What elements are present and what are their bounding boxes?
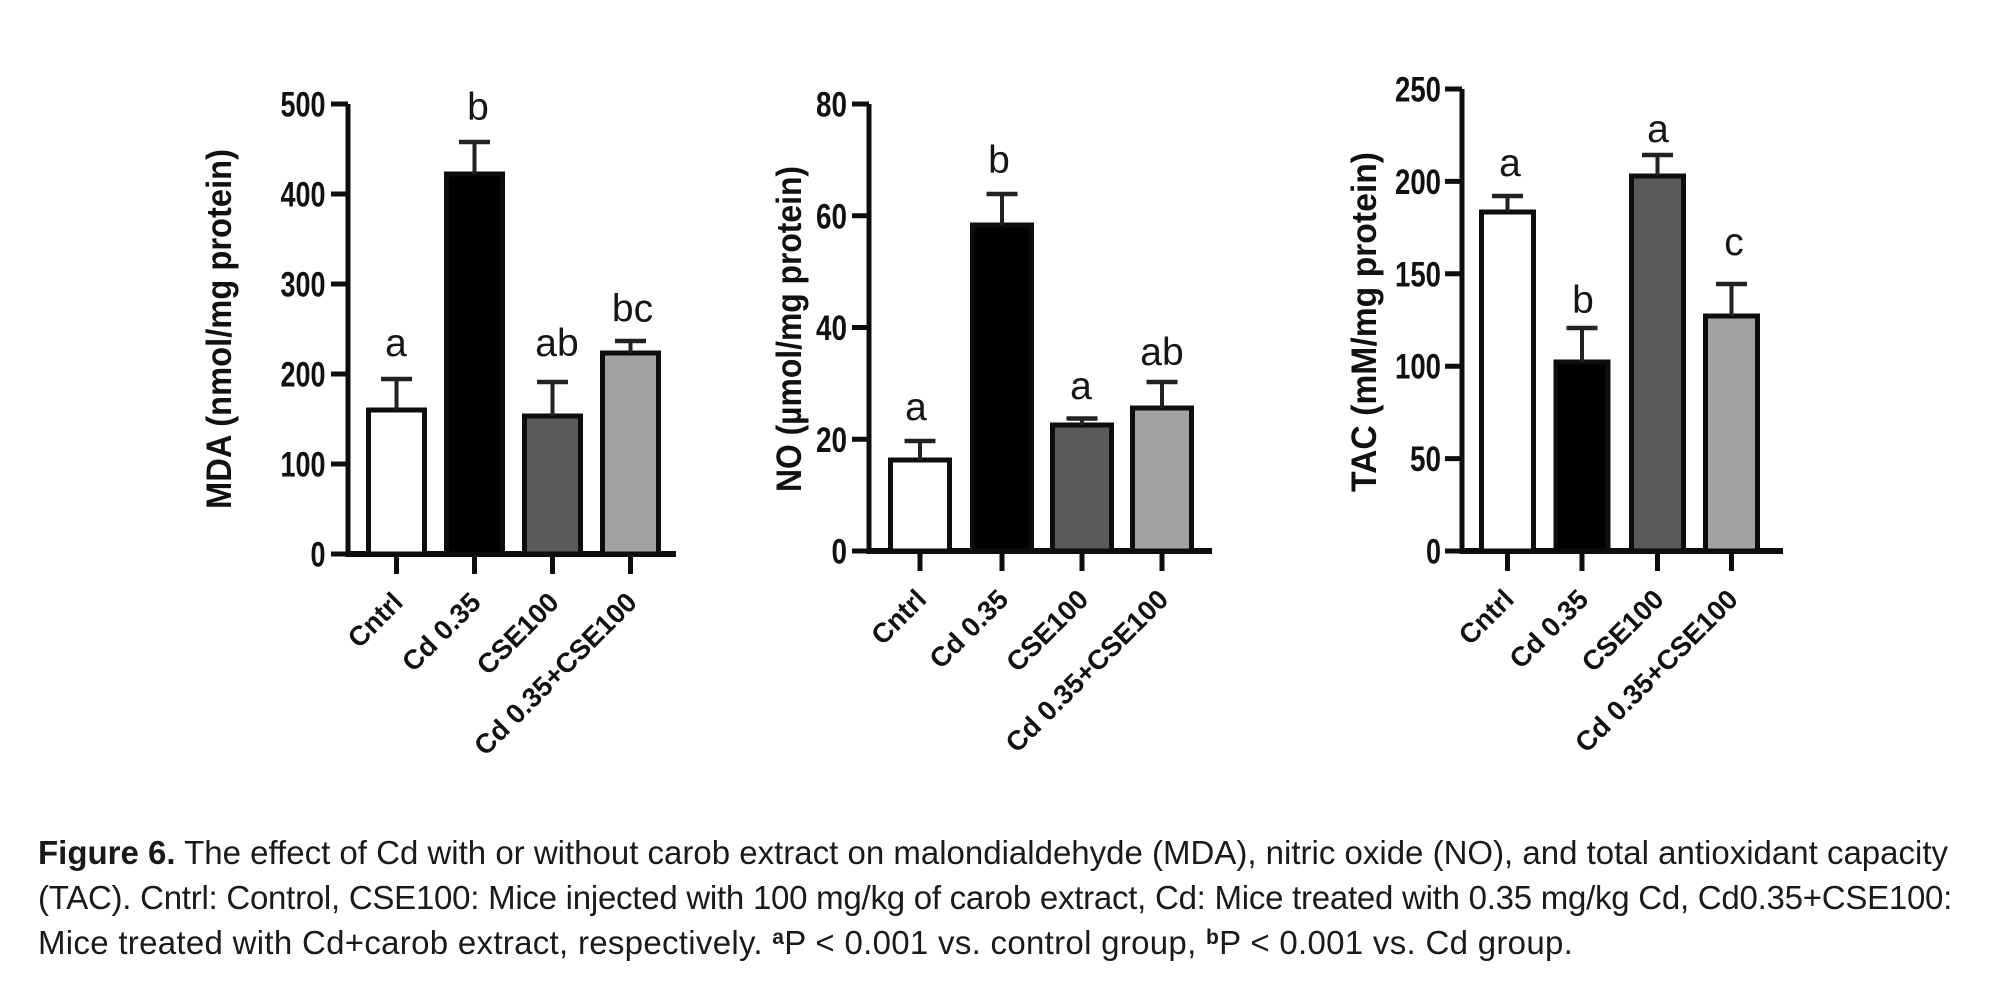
svg-text:100: 100 <box>1395 348 1441 387</box>
svg-text:0: 0 <box>311 536 326 575</box>
svg-text:200: 200 <box>281 356 326 395</box>
svg-text:60: 60 <box>816 197 847 236</box>
svg-text:150: 150 <box>1395 255 1441 294</box>
svg-text:400: 400 <box>281 176 326 215</box>
svg-text:c: c <box>1724 221 1744 264</box>
svg-text:0: 0 <box>1426 533 1441 572</box>
svg-text:a: a <box>905 386 927 429</box>
svg-text:Cd 0.35: Cd 0.35 <box>396 586 487 677</box>
svg-text:200: 200 <box>1395 163 1441 202</box>
svg-text:40: 40 <box>816 309 847 348</box>
svg-text:ab: ab <box>1140 331 1183 374</box>
svg-text:500: 500 <box>281 86 326 125</box>
svg-text:TAC (mM/mg protein): TAC (mM/mg protein) <box>1345 152 1384 492</box>
svg-text:Cntrl: Cntrl <box>1452 583 1519 650</box>
svg-text:b: b <box>988 139 1010 182</box>
svg-text:250: 250 <box>1395 71 1441 110</box>
svg-text:MDA (nmol/mg protein): MDA (nmol/mg protein) <box>200 149 239 509</box>
svg-text:b: b <box>1572 279 1594 322</box>
svg-text:20: 20 <box>816 421 847 460</box>
svg-text:a: a <box>1070 365 1092 408</box>
svg-text:bc: bc <box>612 288 653 331</box>
svg-text:a: a <box>385 322 407 365</box>
svg-text:Cd 0.35: Cd 0.35 <box>923 583 1014 674</box>
svg-text:ab: ab <box>535 322 578 365</box>
svg-text:a: a <box>1647 108 1669 151</box>
svg-text:a: a <box>1499 142 1521 185</box>
svg-text:50: 50 <box>1410 440 1441 479</box>
svg-text:80: 80 <box>816 86 847 125</box>
svg-text:Cntrl: Cntrl <box>341 586 408 653</box>
svg-text:Cntrl: Cntrl <box>865 583 932 650</box>
svg-text:NO (µmol/mg protein): NO (µmol/mg protein) <box>770 166 809 492</box>
svg-text:0: 0 <box>832 533 848 572</box>
svg-text:b: b <box>467 86 489 129</box>
svg-text:300: 300 <box>281 266 326 305</box>
svg-text:100: 100 <box>281 446 326 485</box>
